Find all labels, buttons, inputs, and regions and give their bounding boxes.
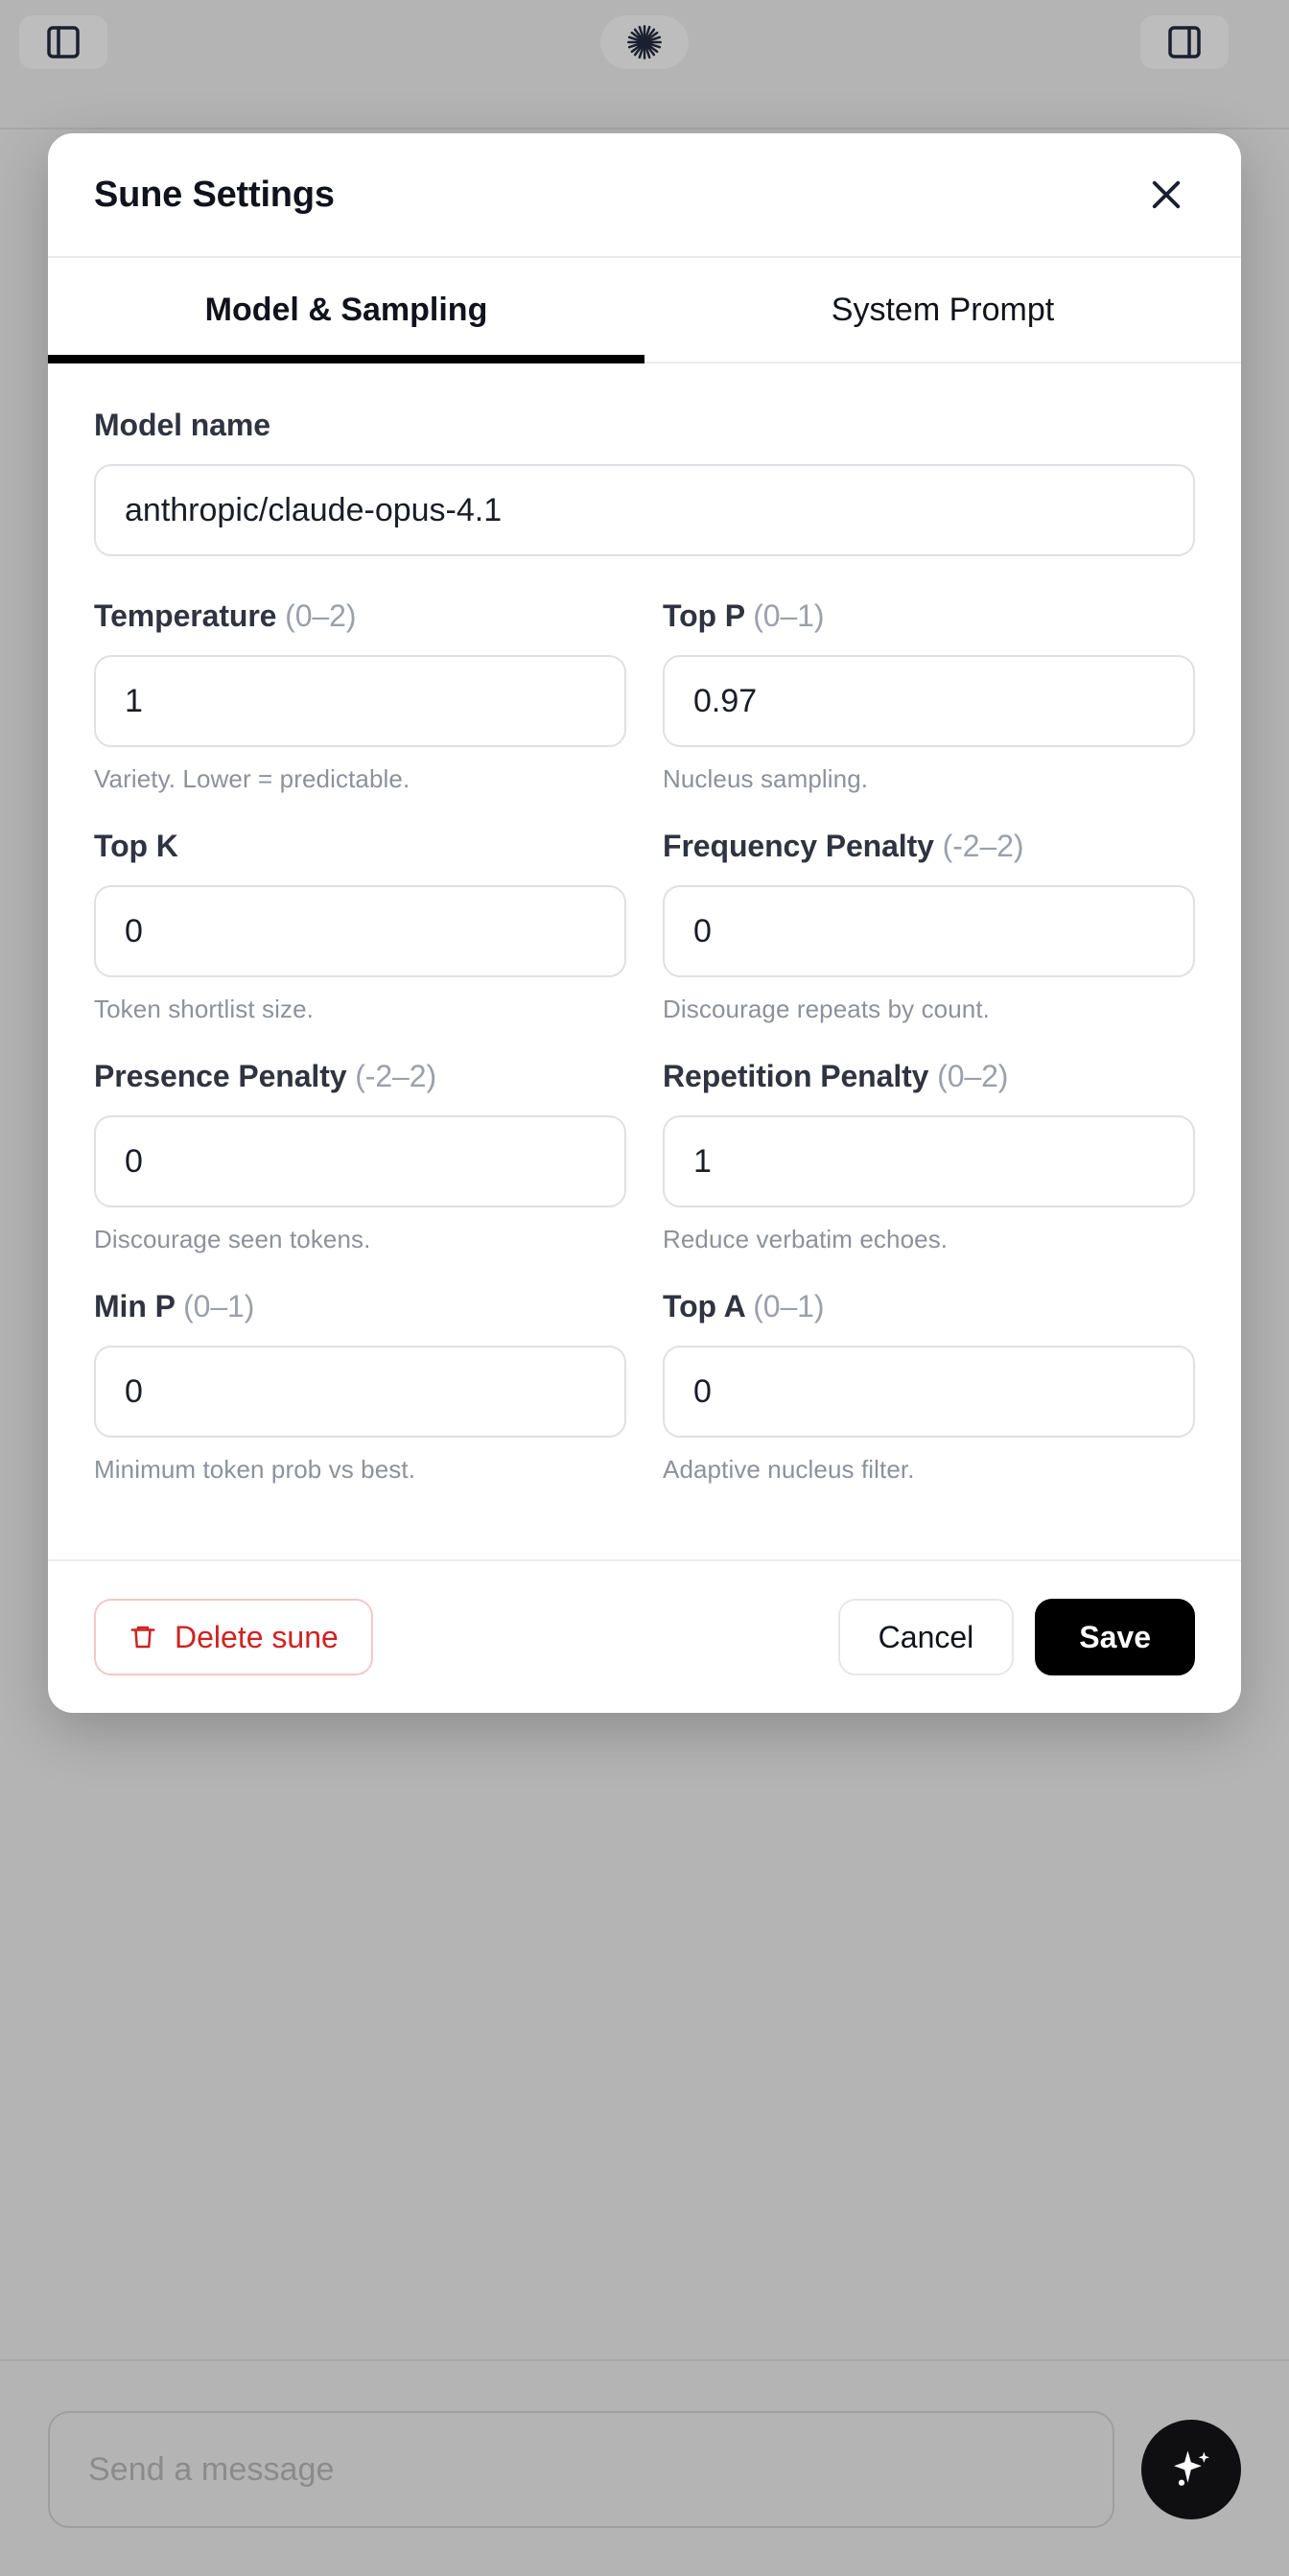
field-repetition-penalty: Repetition Penalty (0–2) 1 Reduce verbat… bbox=[663, 1059, 1195, 1254]
model-name-field: Model name anthropic/claude-opus-4.1 bbox=[94, 408, 1195, 556]
close-dialog-button[interactable] bbox=[1137, 166, 1195, 223]
field-frequency-penalty: Frequency Penalty (-2–2) 0 Discourage re… bbox=[663, 829, 1195, 1024]
dialog-title: Sune Settings bbox=[94, 174, 335, 215]
tab-label: Model & Sampling bbox=[204, 291, 488, 328]
field-hint: Reduce verbatim echoes. bbox=[663, 1225, 949, 1253]
field-value: 0 bbox=[125, 912, 143, 949]
field-range: (0–1) bbox=[753, 598, 825, 633]
sampling-parameters-grid: Temperature (0–2) 1 Variety. Lower = pre… bbox=[94, 598, 1195, 1519]
frequency-penalty-input[interactable]: 0 bbox=[663, 885, 1195, 977]
field-label: Temperature (0–2) bbox=[94, 598, 626, 634]
composer-bar: Send a message bbox=[0, 2359, 1289, 2576]
dialog-footer: Delete sune Cancel Save bbox=[48, 1559, 1241, 1713]
field-top-p: Top P (0–1) 0.97 Nucleus sampling. bbox=[663, 598, 1195, 794]
field-hint: Discourage repeats by count. bbox=[663, 995, 990, 1023]
composer: Send a message bbox=[48, 2411, 1241, 2528]
field-name: Top P bbox=[663, 598, 745, 633]
field-value: 1 bbox=[693, 1142, 712, 1180]
field-label: Min P (0–1) bbox=[94, 1289, 626, 1324]
repetition-penalty-input[interactable]: 1 bbox=[663, 1115, 1195, 1207]
field-value: 1 bbox=[125, 682, 143, 719]
dialog-tabs: Model & Sampling System Prompt bbox=[48, 258, 1241, 363]
message-input[interactable]: Send a message bbox=[48, 2411, 1114, 2528]
dialog-body: Model name anthropic/claude-opus-4.1 Tem… bbox=[48, 363, 1241, 1559]
field-label: Top K bbox=[94, 829, 626, 864]
top-p-input[interactable]: 0.97 bbox=[663, 655, 1195, 747]
field-presence-penalty: Presence Penalty (-2–2) 0 Discourage see… bbox=[94, 1059, 626, 1254]
field-range: (0–1) bbox=[183, 1289, 255, 1323]
field-hint: Minimum token prob vs best. bbox=[94, 1455, 416, 1484]
field-top-k: Top K 0 Token shortlist size. bbox=[94, 829, 626, 1024]
tab-system-prompt[interactable]: System Prompt bbox=[644, 258, 1241, 362]
field-name: Top A bbox=[663, 1289, 745, 1323]
field-hint: Variety. Lower = predictable. bbox=[94, 764, 410, 793]
field-label: Presence Penalty (-2–2) bbox=[94, 1059, 626, 1094]
temperature-input[interactable]: 1 bbox=[94, 655, 626, 747]
field-hint: Discourage seen tokens. bbox=[94, 1225, 371, 1253]
field-label: Top P (0–1) bbox=[663, 598, 1195, 634]
dialog-header: Sune Settings bbox=[48, 133, 1241, 258]
field-range: (0–2) bbox=[285, 598, 357, 633]
field-name: Presence Penalty bbox=[94, 1059, 347, 1093]
field-label: Frequency Penalty (-2–2) bbox=[663, 829, 1195, 864]
field-range: (-2–2) bbox=[355, 1059, 437, 1093]
delete-sune-label: Delete sune bbox=[175, 1619, 339, 1654]
sune-settings-dialog: Sune Settings Model & Sampling System Pr… bbox=[48, 133, 1241, 1713]
sune-logo-button[interactable] bbox=[600, 15, 689, 69]
field-name: Top K bbox=[94, 829, 178, 863]
field-range: (0–1) bbox=[753, 1289, 825, 1323]
message-input-placeholder: Send a message bbox=[88, 2450, 335, 2488]
field-min-p: Min P (0–1) 0 Minimum token prob vs best… bbox=[94, 1289, 626, 1485]
field-hint: Nucleus sampling. bbox=[663, 764, 869, 793]
field-name: Frequency Penalty bbox=[663, 829, 934, 863]
field-name: Repetition Penalty bbox=[663, 1059, 929, 1093]
cancel-label: Cancel bbox=[878, 1619, 974, 1654]
trash-icon bbox=[129, 1623, 157, 1651]
field-hint: Adaptive nucleus filter. bbox=[663, 1455, 915, 1484]
min-p-input[interactable]: 0 bbox=[94, 1346, 626, 1438]
top-bar bbox=[0, 0, 1289, 129]
sunburst-icon bbox=[625, 23, 664, 61]
sparkle-plus-icon bbox=[1167, 2446, 1215, 2494]
model-name-label: Model name bbox=[94, 408, 270, 442]
close-icon bbox=[1146, 175, 1186, 215]
field-value: 0.97 bbox=[693, 682, 758, 719]
field-range: (0–2) bbox=[937, 1059, 1009, 1093]
tab-model-and-sampling[interactable]: Model & Sampling bbox=[48, 258, 644, 363]
toggle-right-sidebar-button[interactable] bbox=[1140, 15, 1229, 69]
field-label: Repetition Penalty (0–2) bbox=[663, 1059, 1195, 1094]
right-panel-icon bbox=[1165, 23, 1204, 61]
field-value: 0 bbox=[125, 1372, 143, 1410]
cancel-button[interactable]: Cancel bbox=[837, 1599, 1015, 1675]
tab-label: System Prompt bbox=[831, 291, 1055, 328]
save-button[interactable]: Save bbox=[1035, 1599, 1195, 1675]
field-value: 0 bbox=[693, 1372, 712, 1410]
delete-sune-button[interactable]: Delete sune bbox=[94, 1599, 373, 1675]
top-k-input[interactable]: 0 bbox=[94, 885, 626, 977]
toggle-left-sidebar-button[interactable] bbox=[19, 15, 107, 69]
model-name-input[interactable]: anthropic/claude-opus-4.1 bbox=[94, 464, 1195, 556]
send-message-button[interactable] bbox=[1141, 2420, 1241, 2519]
footer-actions: Cancel Save bbox=[837, 1599, 1195, 1675]
field-name: Temperature bbox=[94, 598, 277, 633]
field-top-a: Top A (0–1) 0 Adaptive nucleus filter. bbox=[663, 1289, 1195, 1485]
field-hint: Token shortlist size. bbox=[94, 995, 314, 1023]
save-label: Save bbox=[1079, 1619, 1151, 1654]
field-temperature: Temperature (0–2) 1 Variety. Lower = pre… bbox=[94, 598, 626, 794]
left-panel-icon bbox=[44, 23, 82, 61]
presence-penalty-input[interactable]: 0 bbox=[94, 1115, 626, 1207]
field-range: (-2–2) bbox=[942, 829, 1024, 863]
field-name: Min P bbox=[94, 1289, 176, 1323]
field-value: 0 bbox=[125, 1142, 143, 1180]
top-a-input[interactable]: 0 bbox=[663, 1346, 1195, 1438]
model-name-value: anthropic/claude-opus-4.1 bbox=[125, 491, 503, 528]
field-value: 0 bbox=[693, 912, 712, 949]
field-label: Top A (0–1) bbox=[663, 1289, 1195, 1324]
